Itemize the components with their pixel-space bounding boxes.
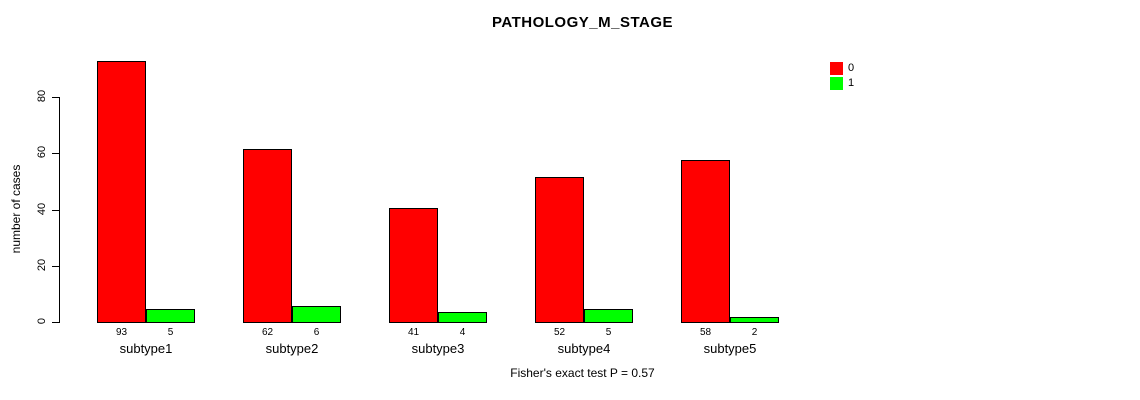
category-label-subtype2: subtype2 <box>265 341 319 356</box>
footer-annotation: Fisher's exact test P = 0.57 <box>510 366 655 380</box>
y-axis-tick-label: 20 <box>36 258 48 272</box>
y-axis-tick-label: 40 <box>36 202 48 216</box>
bar-count-label: 6 <box>313 327 320 338</box>
legend: 0 1 <box>830 61 854 91</box>
y-axis-tick-label: 0 <box>36 317 48 325</box>
y-axis-line <box>59 97 60 323</box>
y-axis-label: number of cases <box>9 164 23 254</box>
bar-count-label: 5 <box>167 327 174 338</box>
bar-0-subtype4 <box>535 177 584 323</box>
bar-1-subtype3 <box>438 312 487 323</box>
bar-1-subtype4 <box>584 309 633 323</box>
y-axis-tick <box>52 210 59 211</box>
legend-swatch-red <box>830 62 843 75</box>
bar-0-subtype5 <box>681 160 730 323</box>
bar-0-subtype2 <box>243 149 292 323</box>
bar-count-label: 62 <box>261 327 274 338</box>
bar-1-subtype1 <box>146 309 195 323</box>
bar-1-subtype2 <box>292 306 341 323</box>
bar-count-label: 52 <box>553 327 566 338</box>
bar-0-subtype1 <box>97 61 146 323</box>
category-label-subtype3: subtype3 <box>411 341 465 356</box>
y-axis-tick <box>52 322 59 323</box>
legend-label: 0 <box>848 62 855 74</box>
bar-0-subtype3 <box>389 208 438 323</box>
y-axis-tick-label: 60 <box>36 145 48 159</box>
bar-count-label: 4 <box>459 327 466 338</box>
bar-count-label: 5 <box>605 327 612 338</box>
bar-count-label: 2 <box>751 327 758 338</box>
bar-count-label: 41 <box>407 327 420 338</box>
y-axis-tick-label: 80 <box>36 89 48 103</box>
legend-entry-1: 1 <box>830 76 854 91</box>
chart-title: PATHOLOGY_M_STAGE <box>491 14 673 31</box>
category-label-subtype1: subtype1 <box>119 341 173 356</box>
bar-count-label: 58 <box>699 327 712 338</box>
legend-entry-0: 0 <box>830 61 854 76</box>
bar-1-subtype5 <box>730 317 779 323</box>
y-axis-tick <box>52 266 59 267</box>
y-axis-tick <box>52 153 59 154</box>
y-axis-tick <box>52 97 59 98</box>
category-label-subtype5: subtype5 <box>703 341 757 356</box>
bar-count-label: 93 <box>115 327 128 338</box>
legend-label: 1 <box>848 77 855 89</box>
category-label-subtype4: subtype4 <box>557 341 611 356</box>
legend-swatch-green <box>830 77 843 90</box>
